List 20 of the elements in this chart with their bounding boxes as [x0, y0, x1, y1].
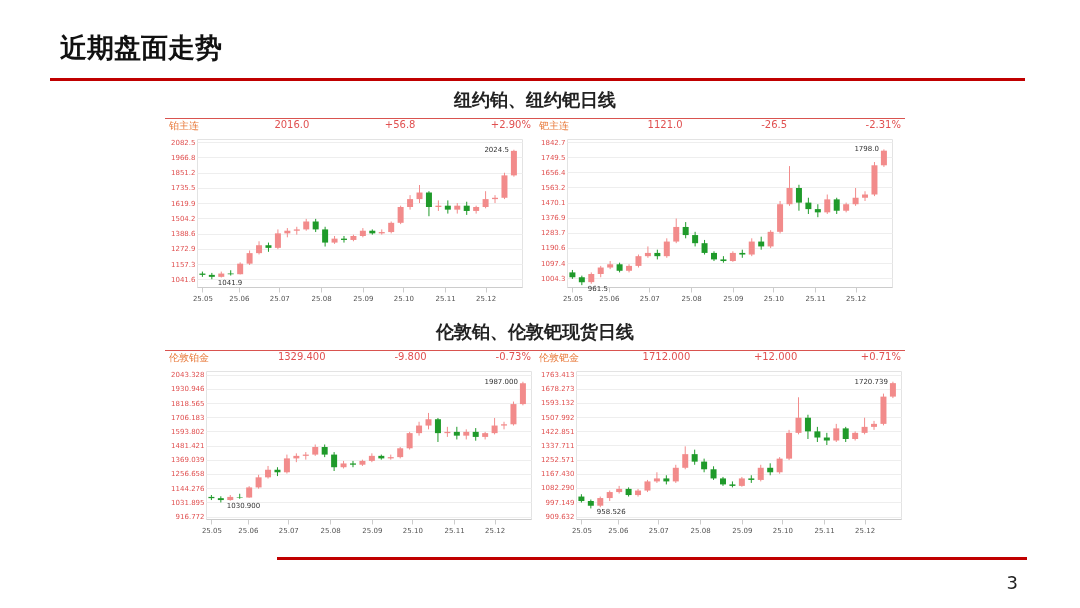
text: 2016.0 — [274, 119, 310, 132]
text: +2.90% — [490, 119, 531, 132]
text: 1121.0 — [647, 119, 683, 132]
text: +12.000 — [753, 351, 798, 364]
text: +56.8 — [384, 119, 416, 132]
text: 伦敦铂金 — [169, 351, 209, 365]
text: -0.73% — [495, 351, 531, 364]
chart-title: 近期盘面走势 — [60, 31, 222, 65]
text: -9.800 — [394, 351, 427, 364]
chart-subtitle: 纽约铂、纽约钯日线 — [452, 88, 617, 112]
text: 3 — [1006, 572, 1018, 593]
text: -26.5 — [761, 119, 788, 132]
text: 伦敦钯金 — [539, 351, 579, 365]
chart-subtitle: 伦敦铂、伦敦钯现货日线 — [434, 320, 635, 344]
text: 铂主连 — [169, 119, 199, 133]
text: -2.31% — [865, 119, 901, 132]
text: 钯主连 — [539, 119, 569, 133]
text: 1712.000 — [642, 351, 691, 364]
text: 1329.400 — [277, 351, 326, 364]
text: +0.71% — [860, 351, 901, 364]
